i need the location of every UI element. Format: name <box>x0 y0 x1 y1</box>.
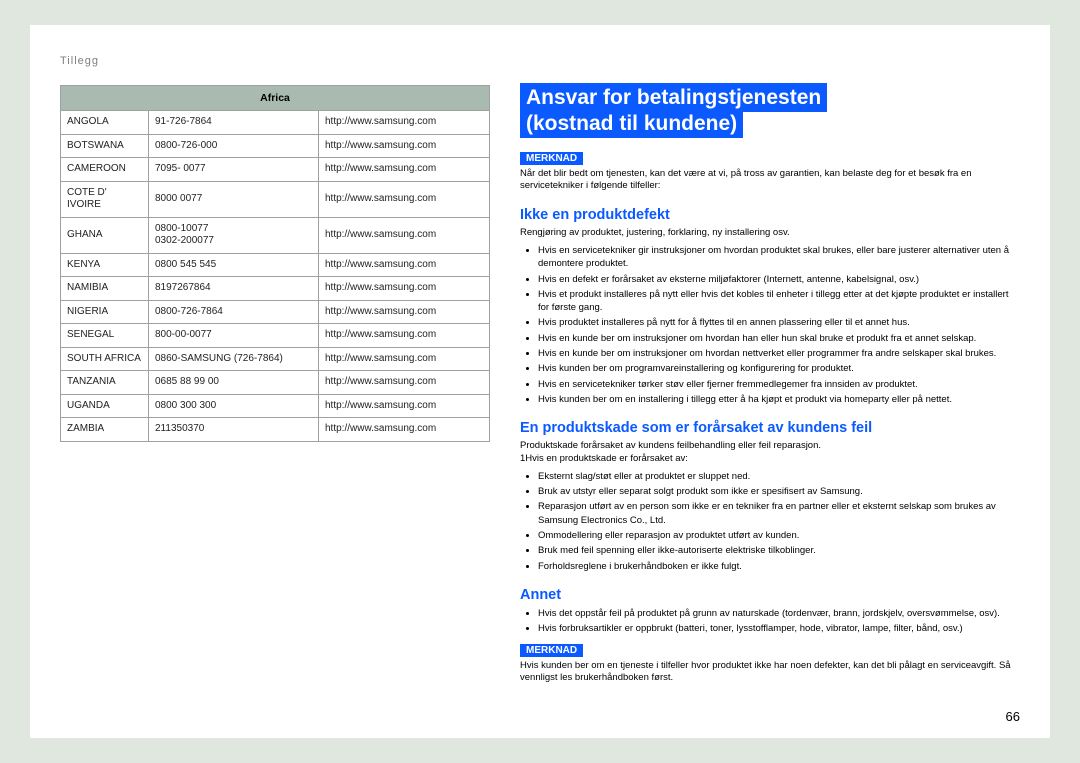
list-item: Bruk med feil spenning eller ikke-autori… <box>538 544 1020 557</box>
cell-country: ZAMBIA <box>61 418 149 442</box>
cell-phone: 7095- 0077 <box>149 158 319 182</box>
cell-url: http://www.samsung.com <box>319 394 490 418</box>
list-item: Ommodellering eller reparasjon av produk… <box>538 529 1020 542</box>
page-number: 66 <box>1006 709 1020 724</box>
bottom-note-text: Hvis kunden ber om en tjeneste i tilfell… <box>520 660 1020 686</box>
cell-url: http://www.samsung.com <box>319 111 490 135</box>
cell-url: http://www.samsung.com <box>319 371 490 395</box>
cell-phone: 0800-726-7864 <box>149 300 319 324</box>
table-row: GHANA0800-100770302-200077http://www.sam… <box>61 217 490 253</box>
section1-intro: Rengjøring av produktet, justering, fork… <box>520 227 1020 240</box>
cell-url: http://www.samsung.com <box>319 300 490 324</box>
cell-url: http://www.samsung.com <box>319 418 490 442</box>
table-row: UGANDA0800 300 300http://www.samsung.com <box>61 394 490 418</box>
list-item: Hvis en kunde ber om instruksjoner om hv… <box>538 332 1020 345</box>
list-item: Hvis en defekt er forårsaket av eksterne… <box>538 273 1020 286</box>
cell-country: SENEGAL <box>61 324 149 348</box>
cell-country: TANZANIA <box>61 371 149 395</box>
main-title-block: Ansvar for betalingstjenesten (kostnad t… <box>520 85 1020 138</box>
cell-url: http://www.samsung.com <box>319 277 490 301</box>
section2-intro2: 1Hvis en produktskade er forårsaket av: <box>520 453 1020 466</box>
list-item: Hvis kunden ber om programvareinstalleri… <box>538 362 1020 375</box>
table-row: CAMEROON7095- 0077http://www.samsung.com <box>61 158 490 182</box>
list-item: Bruk av utstyr eller separat solgt produ… <box>538 485 1020 498</box>
cell-phone: 0800-726-000 <box>149 134 319 158</box>
main-title-line2: (kostnad til kundene) <box>520 109 743 138</box>
list-item: Hvis en kunde ber om instruksjoner om hv… <box>538 347 1020 360</box>
section2-bullets: Eksternt slag/støt eller at produktet er… <box>520 470 1020 573</box>
cell-country: COTE D' IVOIRE <box>61 181 149 217</box>
table-row: ZAMBIA211350370http://www.samsung.com <box>61 418 490 442</box>
list-item: Reparasjon utført av en person som ikke … <box>538 500 1020 527</box>
cell-country: BOTSWANA <box>61 134 149 158</box>
table-row: KENYA0800 545 545http://www.samsung.com <box>61 253 490 277</box>
africa-contact-table: Africa ANGOLA91-726-7864http://www.samsu… <box>60 85 490 442</box>
list-item: Hvis produktet installeres på nytt for å… <box>538 316 1020 329</box>
section-header: Tillegg <box>60 55 1020 67</box>
cell-country: NAMIBIA <box>61 277 149 301</box>
note-badge-bottom: MERKNAD <box>520 644 583 657</box>
section3-heading: Annet <box>520 587 1020 603</box>
table-row: NAMIBIA8197267864http://www.samsung.com <box>61 277 490 301</box>
cell-url: http://www.samsung.com <box>319 347 490 371</box>
cell-phone: 0685 88 99 00 <box>149 371 319 395</box>
cell-phone: 0800-100770302-200077 <box>149 217 319 253</box>
section2-heading: En produktskade som er forårsaket av kun… <box>520 420 1020 436</box>
cell-url: http://www.samsung.com <box>319 181 490 217</box>
section2-intro1: Produktskade forårsaket av kundens feilb… <box>520 440 1020 453</box>
cell-url: http://www.samsung.com <box>319 134 490 158</box>
cell-phone: 800-00-0077 <box>149 324 319 348</box>
table-row: BOTSWANA0800-726-000http://www.samsung.c… <box>61 134 490 158</box>
cell-phone: 0800 545 545 <box>149 253 319 277</box>
table-row: TANZANIA0685 88 99 00http://www.samsung.… <box>61 371 490 395</box>
list-item: Hvis en servicetekniker gir instruksjone… <box>538 244 1020 271</box>
cell-phone: 91-726-7864 <box>149 111 319 135</box>
list-item: Hvis en servicetekniker tørker støv elle… <box>538 378 1020 391</box>
table-row: COTE D' IVOIRE8000 0077http://www.samsun… <box>61 181 490 217</box>
cell-phone: 0800 300 300 <box>149 394 319 418</box>
list-item: Hvis forbruksartikler er oppbrukt (batte… <box>538 622 1020 635</box>
cell-country: ANGOLA <box>61 111 149 135</box>
cell-phone: 8197267864 <box>149 277 319 301</box>
section1-bullets: Hvis en servicetekniker gir instruksjone… <box>520 244 1020 406</box>
cell-phone: 8000 0077 <box>149 181 319 217</box>
cell-url: http://www.samsung.com <box>319 217 490 253</box>
table-row: NIGERIA0800-726-7864http://www.samsung.c… <box>61 300 490 324</box>
list-item: Forholdsreglene i brukerhåndboken er ikk… <box>538 560 1020 573</box>
cell-country: GHANA <box>61 217 149 253</box>
top-note-text: Når det blir bedt om tjenesten, kan det … <box>520 168 1020 194</box>
list-item: Eksternt slag/støt eller at produktet er… <box>538 470 1020 483</box>
table-region-header: Africa <box>61 86 490 111</box>
section1-heading: Ikke en produktdefekt <box>520 207 1020 223</box>
cell-country: KENYA <box>61 253 149 277</box>
cell-url: http://www.samsung.com <box>319 324 490 348</box>
cell-url: http://www.samsung.com <box>319 253 490 277</box>
cell-country: CAMEROON <box>61 158 149 182</box>
content-column: Ansvar for betalingstjenesten (kostnad t… <box>520 85 1020 685</box>
cell-country: UGANDA <box>61 394 149 418</box>
list-item: Hvis det oppstår feil på produktet på gr… <box>538 607 1020 620</box>
cell-url: http://www.samsung.com <box>319 158 490 182</box>
contact-table-column: Africa ANGOLA91-726-7864http://www.samsu… <box>60 85 490 685</box>
table-row: SENEGAL800-00-0077http://www.samsung.com <box>61 324 490 348</box>
cell-country: SOUTH AFRICA <box>61 347 149 371</box>
section3-bullets: Hvis det oppstår feil på produktet på gr… <box>520 607 1020 636</box>
cell-phone: 211350370 <box>149 418 319 442</box>
cell-phone: 0860-SAMSUNG (726-7864) <box>149 347 319 371</box>
table-row: ANGOLA91-726-7864http://www.samsung.com <box>61 111 490 135</box>
document-page: Tillegg Africa ANGOLA91-726-7864http://w… <box>30 25 1050 738</box>
list-item: Hvis et produkt installeres på nytt elle… <box>538 288 1020 315</box>
two-column-layout: Africa ANGOLA91-726-7864http://www.samsu… <box>60 85 1020 685</box>
note-badge-top: MERKNAD <box>520 152 583 165</box>
cell-country: NIGERIA <box>61 300 149 324</box>
main-title-line1: Ansvar for betalingstjenesten <box>520 83 827 112</box>
table-row: SOUTH AFRICA0860-SAMSUNG (726-7864)http:… <box>61 347 490 371</box>
list-item: Hvis kunden ber om en installering i til… <box>538 393 1020 406</box>
